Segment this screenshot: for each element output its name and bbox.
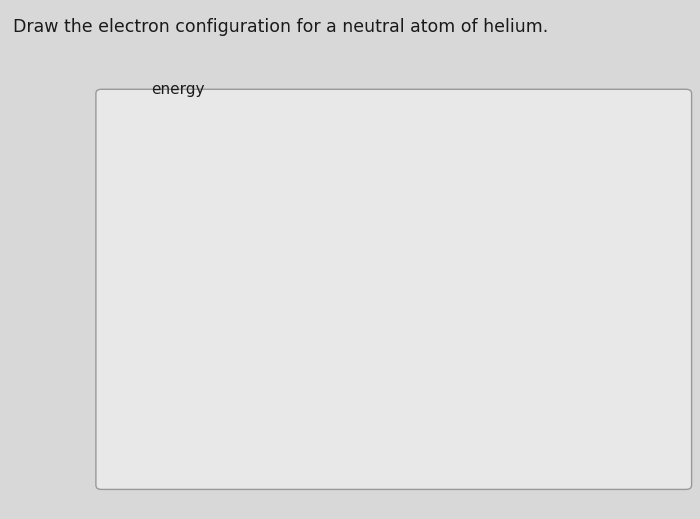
Text: energy: energy (151, 82, 204, 97)
Text: Draw the electron configuration for a neutral atom of helium.: Draw the electron configuration for a ne… (13, 18, 548, 36)
